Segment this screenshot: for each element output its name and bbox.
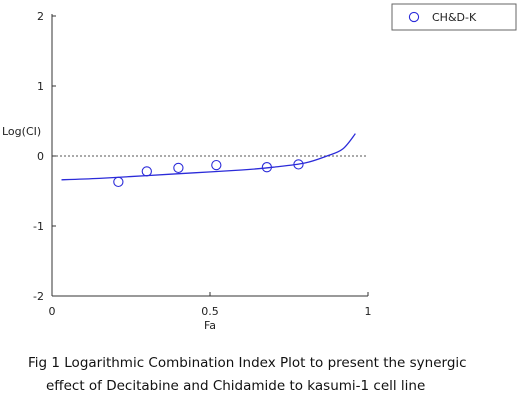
figure-caption: Fig 1 Logarithmic Combination Index Plot…	[0, 352, 520, 398]
data-point	[261, 162, 273, 173]
caption-line-2: effect of Decitabine and Chidamide to ka…	[46, 378, 426, 394]
legend-box	[391, 3, 517, 31]
data-point	[141, 166, 152, 177]
axes: 2 1 0 -1 -2 0 0.5 1 Log(CI) Fa	[2, 10, 372, 332]
y-axis-label: Log(CI)	[2, 125, 41, 138]
caption-line-1: Fig 1 Logarithmic Combination Index Plot…	[28, 355, 467, 371]
y-tick-label: -1	[33, 220, 44, 233]
legend-marker	[408, 11, 420, 23]
data-point	[211, 159, 222, 171]
x-tick-label: 0	[49, 305, 56, 318]
x-tick-label: 0.5	[201, 305, 219, 318]
data-points-layer	[113, 159, 304, 188]
legend-entry-label: CH&D-K	[432, 11, 477, 24]
y-tick-label: 0	[37, 150, 44, 163]
fit-curve-line	[61, 133, 356, 181]
y-tick-label: 1	[37, 80, 44, 93]
combination-index-chart: 2 1 0 -1 -2 0 0.5 1 Log(CI) Fa CH&D-K	[2, 3, 517, 332]
y-tick-label: 2	[37, 10, 44, 23]
legend: CH&D-K	[391, 3, 517, 31]
y-tick-label: -2	[33, 290, 44, 303]
data-point	[113, 176, 124, 188]
fit-curve-layer	[61, 133, 356, 181]
data-point	[173, 162, 184, 174]
data-point	[293, 159, 304, 170]
x-axis-label: Fa	[204, 319, 216, 332]
x-tick-label: 1	[365, 305, 372, 318]
